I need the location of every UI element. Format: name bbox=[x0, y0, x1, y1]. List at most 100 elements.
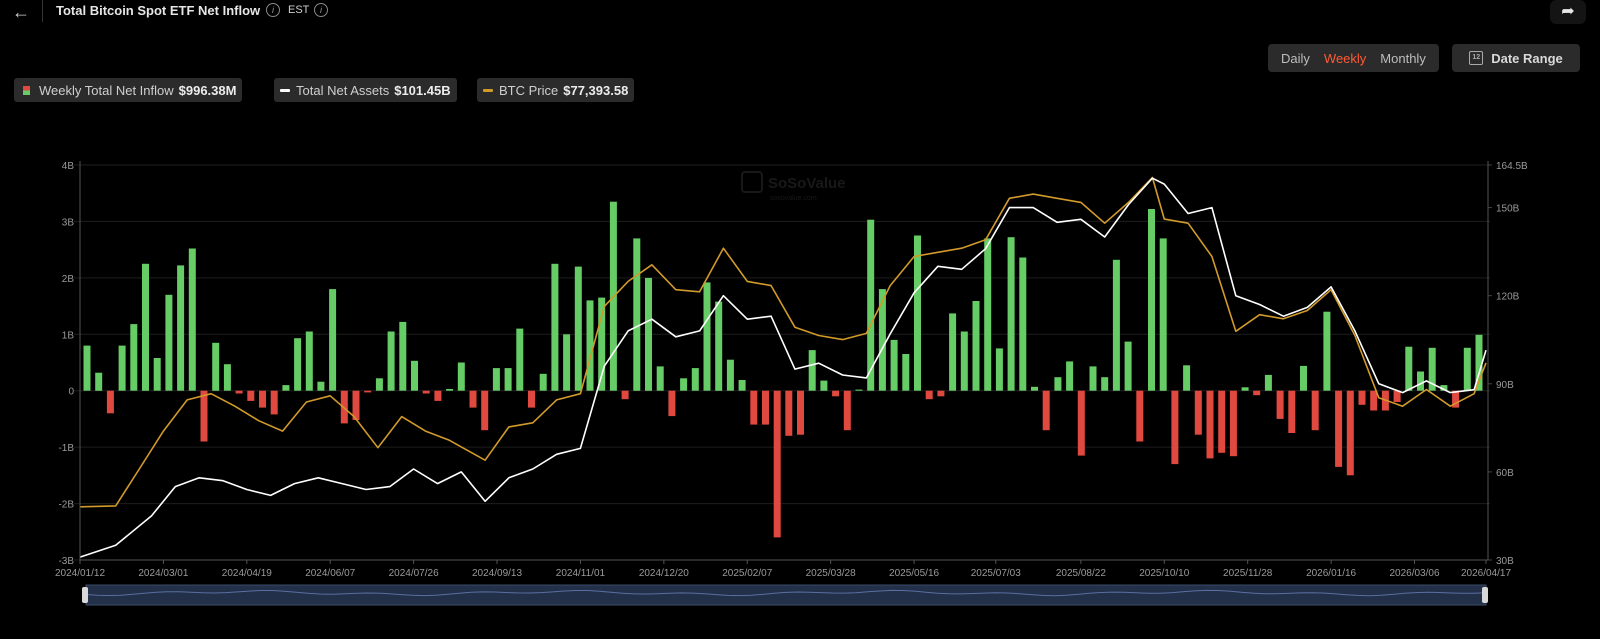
inflow-bar[interactable] bbox=[1019, 257, 1027, 391]
inflow-bar[interactable] bbox=[890, 339, 898, 391]
inflow-bar[interactable] bbox=[1346, 390, 1354, 476]
inflow-bar[interactable] bbox=[1335, 390, 1343, 467]
date-range-button[interactable]: 12 Date Range bbox=[1452, 44, 1580, 72]
inflow-bar[interactable] bbox=[1229, 390, 1237, 457]
inflow-bar[interactable] bbox=[995, 348, 1003, 391]
inflow-bar[interactable] bbox=[188, 248, 196, 391]
inflow-bar[interactable] bbox=[235, 390, 243, 394]
inflow-bar[interactable] bbox=[738, 380, 746, 391]
inflow-bar[interactable] bbox=[645, 277, 652, 391]
legend-btc-price[interactable]: BTC Price $77,393.58 bbox=[477, 78, 635, 102]
inflow-bar[interactable] bbox=[364, 390, 372, 393]
inflow-bar[interactable] bbox=[785, 390, 793, 436]
inflow-bar[interactable] bbox=[867, 219, 875, 391]
inflow-bar[interactable] bbox=[551, 263, 559, 391]
inflow-bar[interactable] bbox=[1323, 311, 1331, 391]
inflow-bar[interactable] bbox=[270, 390, 278, 415]
inflow-bar[interactable] bbox=[820, 380, 828, 391]
inflow-bar[interactable] bbox=[1218, 390, 1226, 453]
inflow-bar[interactable] bbox=[1288, 390, 1296, 433]
inflow-bar[interactable] bbox=[1112, 259, 1120, 391]
inflow-bar[interactable] bbox=[1393, 390, 1401, 402]
period-daily[interactable]: Daily bbox=[1281, 50, 1310, 66]
inflow-bar[interactable] bbox=[539, 373, 547, 391]
inflow-bar[interactable] bbox=[972, 301, 980, 391]
inflow-bar[interactable] bbox=[1241, 387, 1249, 391]
slider-left-handle[interactable] bbox=[82, 587, 88, 603]
inflow-bar[interactable] bbox=[142, 263, 149, 391]
inflow-bar[interactable] bbox=[703, 282, 711, 391]
inflow-bar[interactable] bbox=[1276, 390, 1284, 419]
inflow-bar[interactable] bbox=[1183, 365, 1191, 391]
inflow-bar[interactable] bbox=[317, 381, 325, 391]
inflow-bar[interactable] bbox=[247, 390, 255, 401]
inflow-bar[interactable] bbox=[1417, 371, 1424, 391]
inflow-bar[interactable] bbox=[83, 345, 91, 391]
inflow-bar[interactable] bbox=[1206, 390, 1214, 459]
arrow-left-icon[interactable]: ← bbox=[12, 2, 30, 22]
inflow-bar[interactable] bbox=[422, 390, 430, 394]
inflow-bar[interactable] bbox=[329, 289, 337, 391]
inflow-bar[interactable] bbox=[1171, 390, 1179, 465]
inflow-bar[interactable] bbox=[656, 366, 664, 391]
inflow-bar[interactable] bbox=[212, 342, 220, 391]
share-icon[interactable]: ➦ bbox=[1550, 0, 1586, 24]
slider-right-handle[interactable] bbox=[1482, 587, 1488, 603]
inflow-bar[interactable] bbox=[1405, 346, 1413, 391]
inflow-bar[interactable] bbox=[469, 390, 477, 408]
inflow-bar[interactable] bbox=[1124, 341, 1132, 391]
inflow-bar[interactable] bbox=[481, 390, 489, 431]
inflow-bar[interactable] bbox=[984, 238, 992, 391]
inflow-bar[interactable] bbox=[574, 266, 582, 391]
inflow-bar[interactable] bbox=[504, 368, 512, 391]
inflow-bar[interactable] bbox=[902, 354, 910, 391]
inflow-bar[interactable] bbox=[1077, 390, 1085, 456]
inflow-bar[interactable] bbox=[1358, 390, 1366, 405]
inflow-bar[interactable] bbox=[1300, 365, 1307, 391]
inflow-bar[interactable] bbox=[446, 389, 454, 391]
inflow-bar[interactable] bbox=[1452, 390, 1460, 408]
inflow-bar[interactable] bbox=[352, 390, 360, 420]
inflow-bar[interactable] bbox=[914, 235, 921, 391]
inflow-bar[interactable] bbox=[1463, 347, 1471, 391]
range-slider[interactable] bbox=[82, 584, 1488, 606]
inflow-bar[interactable] bbox=[1136, 390, 1144, 442]
inflow-bar[interactable] bbox=[621, 390, 629, 400]
inflow-bar[interactable] bbox=[843, 390, 851, 431]
inflow-bar[interactable] bbox=[1007, 237, 1015, 391]
inflow-bar[interactable] bbox=[1311, 390, 1319, 431]
timezone-info-icon[interactable]: i bbox=[314, 3, 328, 17]
inflow-bar[interactable] bbox=[106, 390, 114, 414]
inflow-bar[interactable] bbox=[528, 390, 535, 408]
inflow-bar[interactable] bbox=[1148, 209, 1155, 391]
inflow-bar[interactable] bbox=[399, 321, 407, 391]
inflow-bar[interactable] bbox=[633, 238, 641, 391]
inflow-bar[interactable] bbox=[726, 359, 734, 391]
inflow-bar[interactable] bbox=[925, 390, 933, 400]
inflow-bar[interactable] bbox=[1089, 366, 1097, 391]
period-monthly[interactable]: Monthly bbox=[1380, 50, 1426, 66]
inflow-bar[interactable] bbox=[808, 350, 816, 391]
inflow-bar[interactable] bbox=[1042, 390, 1050, 431]
inflow-bar[interactable] bbox=[691, 368, 699, 391]
inflow-bar[interactable] bbox=[1440, 385, 1448, 391]
inflow-bar[interactable] bbox=[715, 301, 723, 391]
inflow-bar[interactable] bbox=[1428, 347, 1436, 391]
inflow-bar[interactable] bbox=[492, 368, 500, 391]
inflow-bar[interactable] bbox=[282, 385, 290, 391]
inflow-bar[interactable] bbox=[586, 300, 594, 391]
inflow-bar[interactable] bbox=[949, 313, 957, 391]
inflow-bar[interactable] bbox=[1370, 390, 1378, 411]
inflow-bar[interactable] bbox=[797, 390, 804, 435]
inflow-bar[interactable] bbox=[411, 360, 418, 391]
inflow-bar[interactable] bbox=[1054, 377, 1062, 391]
inflow-bar[interactable] bbox=[668, 390, 676, 417]
inflow-bar[interactable] bbox=[1101, 377, 1109, 391]
inflow-bar[interactable] bbox=[1159, 238, 1167, 391]
inflow-bar[interactable] bbox=[153, 358, 161, 391]
inflow-bar[interactable] bbox=[878, 289, 886, 391]
inflow-bar[interactable] bbox=[773, 390, 781, 538]
inflow-bar[interactable] bbox=[223, 364, 231, 391]
inflow-bar[interactable] bbox=[762, 390, 769, 425]
inflow-bar[interactable] bbox=[680, 378, 688, 391]
